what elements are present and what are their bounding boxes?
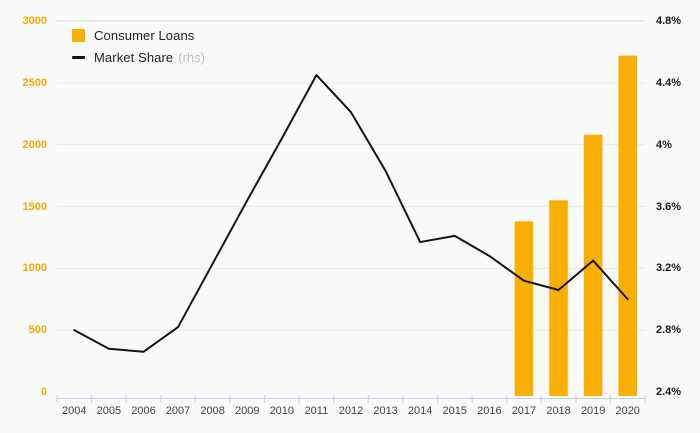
x-axis-tick-label: 2007 [165, 405, 191, 417]
x-axis-tick-label: 2018 [546, 405, 571, 417]
right-axis-tick-label: 4.8% [656, 15, 682, 27]
left-axis-tick-label: 500 [28, 324, 47, 337]
x-axis-tick-label: 2012 [338, 405, 364, 417]
right-axis-tick-label: 4.4% [656, 76, 682, 89]
right-axis-tick-label: 2.8% [656, 324, 682, 337]
x-axis-tick-label: 2017 [511, 405, 537, 417]
x-axis-tick-label: 2014 [407, 405, 433, 417]
x-axis-tick-label: 2016 [477, 405, 502, 417]
right-axis-tick-label: 3.6% [656, 200, 682, 213]
x-axis-tick-label: 2004 [62, 405, 87, 417]
market-share-line [73, 74, 629, 353]
x-axis-tick-label: 2011 [304, 405, 329, 417]
left-axis-tick-label: 1000 [22, 262, 47, 275]
left-axis-tick-label: 2000 [22, 138, 47, 151]
x-axis-tick-label: 2008 [200, 405, 225, 417]
legend-label-consumer-loans: Consumer Loans [94, 28, 195, 43]
right-axis-tick-label: 3.2% [656, 262, 682, 275]
legend-label-rhs-suffix: (rhs) [178, 50, 205, 65]
legend-item-consumer-loans[interactable]: Consumer Loans [72, 28, 205, 43]
left-axis-tick-label: 3000 [22, 15, 47, 27]
legend: Consumer Loans Market Share (rhs) [72, 28, 205, 72]
left-axis-tick-label: 0 [40, 386, 47, 398]
x-axis-tick-label: 2020 [615, 405, 640, 417]
line-swatch-icon [72, 56, 85, 59]
bar-swatch-icon [72, 29, 85, 42]
x-axis-tick-label: 2005 [96, 405, 122, 417]
right-axis-tick-label: 4% [656, 138, 672, 151]
x-axis-tick-label: 2009 [234, 405, 260, 417]
x-axis-tick-label: 2010 [269, 405, 295, 417]
bar-2020 [618, 55, 638, 396]
x-axis-tick-label: 2006 [131, 405, 156, 417]
left-axis-tick-label: 2500 [22, 76, 47, 89]
left-axis-tick-label: 1500 [22, 200, 47, 213]
bar-2019 [583, 134, 603, 397]
legend-item-market-share[interactable]: Market Share (rhs) [72, 50, 205, 65]
x-axis-tick-label: 2019 [580, 405, 606, 417]
x-axis-tick-label: 2015 [442, 405, 467, 417]
legend-label-market-share: Market Share [94, 50, 174, 65]
bar-2017 [514, 221, 534, 396]
bar-2018 [549, 200, 568, 396]
x-axis-tick-label: 2013 [373, 405, 398, 417]
right-axis-tick-label: 2.4% [656, 386, 682, 398]
